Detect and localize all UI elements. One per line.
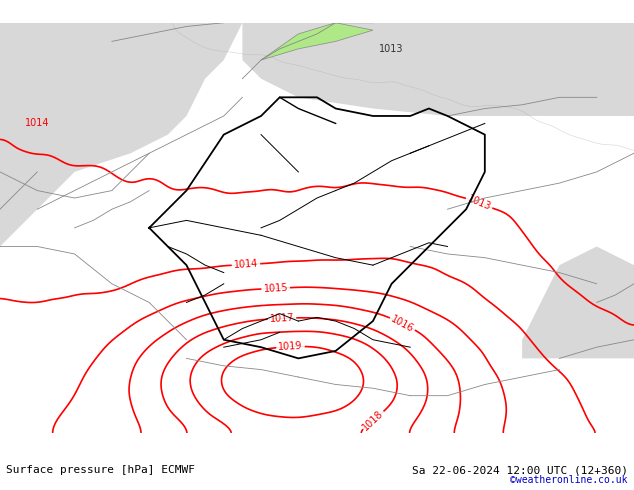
Text: 1013: 1013 bbox=[379, 44, 404, 54]
Polygon shape bbox=[242, 23, 634, 116]
Text: 1013: 1013 bbox=[466, 194, 493, 212]
Text: ©weatheronline.co.uk: ©weatheronline.co.uk bbox=[510, 475, 628, 485]
Text: 1014: 1014 bbox=[233, 259, 259, 270]
Text: Surface pressure [hPa] ECMWF: Surface pressure [hPa] ECMWF bbox=[6, 466, 195, 475]
Text: 1015: 1015 bbox=[263, 283, 288, 294]
Polygon shape bbox=[0, 23, 242, 246]
Text: 1019: 1019 bbox=[278, 341, 303, 352]
Text: Sa 22-06-2024 12:00 UTC (12+360): Sa 22-06-2024 12:00 UTC (12+360) bbox=[411, 466, 628, 475]
Text: 1016: 1016 bbox=[389, 314, 416, 334]
Text: 1017: 1017 bbox=[269, 313, 295, 324]
Text: 1014: 1014 bbox=[25, 119, 49, 128]
Polygon shape bbox=[261, 23, 373, 60]
Text: 1018: 1018 bbox=[361, 408, 385, 432]
Polygon shape bbox=[522, 246, 634, 358]
